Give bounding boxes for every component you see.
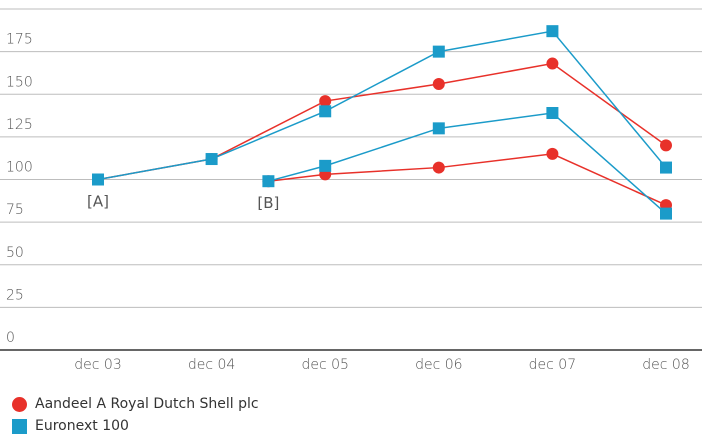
data-point [432,78,445,91]
annotation-label: [B] [257,194,279,212]
legend-item-shell: Aandeel A Royal Dutch Shell plc [12,394,259,414]
series-line [97,30,667,181]
grid-lines [0,8,702,351]
x-axis-ticks: dec 03 dec 04 dec 05 dec 06 dec 07 dec 08 [74,357,689,373]
data-point [92,173,104,186]
legend-label: Euronext 100 [35,418,129,434]
series-3 [262,107,672,220]
x-tick-label: dec 05 [301,357,348,373]
data-point [319,105,332,118]
data-point [546,57,559,70]
data-point [205,153,218,166]
y-tick-label: 0 [6,330,15,346]
data-point [432,122,445,135]
data-point [319,95,332,108]
legend: Aandeel A Royal Dutch Shell plc Euronext… [12,394,259,438]
y-tick-label: 75 [6,202,24,218]
x-tick-label: dec 07 [529,357,576,373]
y-tick-label: 175 [6,32,33,48]
y-tick-label: 150 [6,74,33,90]
square-marker-icon [12,418,27,434]
data-point [546,107,559,120]
series-0 [92,57,672,186]
x-tick-label: dec 08 [642,357,689,373]
x-tick-label: dec 04 [188,357,235,373]
y-axis-ticks: 0 25 50 75 100 125 150 175 [6,32,33,346]
data-point [262,175,275,188]
y-tick-label: 25 [6,287,24,303]
x-tick-label: dec 06 [415,357,462,373]
data-point [660,139,672,152]
y-tick-label: 125 [6,117,33,133]
data-point [546,147,559,160]
y-tick-label: 50 [6,245,24,261]
data-point [660,207,672,220]
legend-label: Aandeel A Royal Dutch Shell plc [35,396,259,412]
data-point [660,161,672,174]
x-tick-label: dec 03 [74,357,121,373]
data-point [546,25,559,38]
circle-marker-icon [12,396,27,412]
data-point [319,159,332,172]
series-1 [92,25,672,186]
y-tick-label: 100 [6,160,33,176]
series-group [92,25,672,220]
annotation-label: [A] [87,193,109,211]
data-point [432,161,445,174]
data-point [432,45,445,58]
annotations: [A] [B] [87,193,279,213]
legend-item-euronext: Euronext 100 [12,416,259,436]
